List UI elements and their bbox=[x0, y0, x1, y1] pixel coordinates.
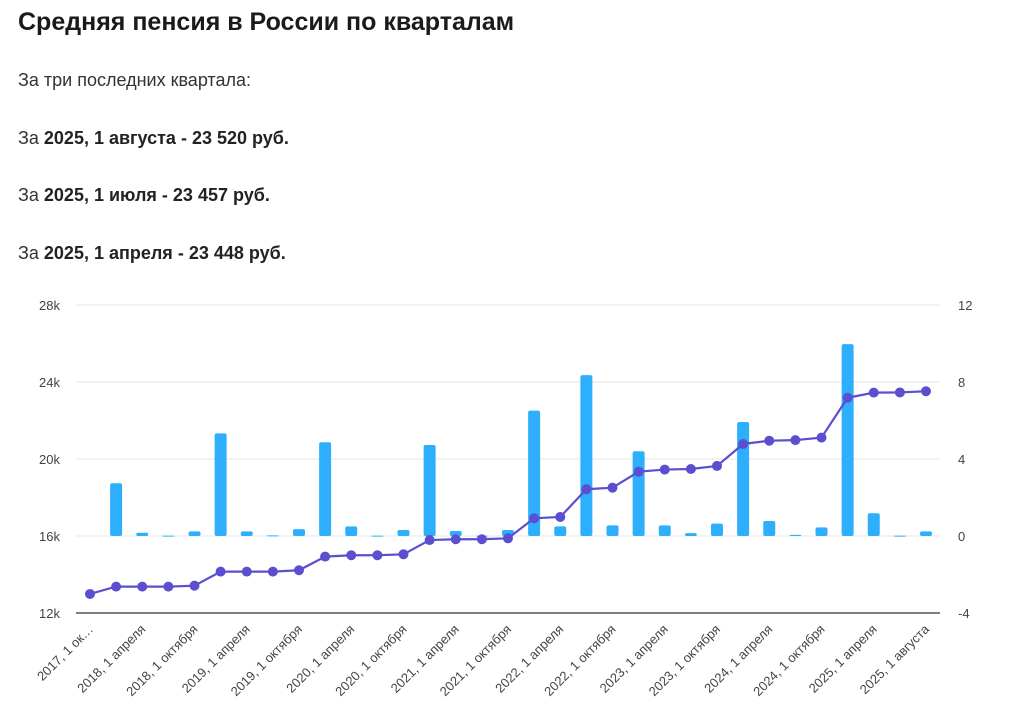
line-point bbox=[450, 534, 461, 545]
row-amount: 23 448 руб. bbox=[188, 243, 286, 263]
line-point bbox=[712, 460, 722, 471]
line-point bbox=[424, 535, 435, 546]
line-point bbox=[346, 550, 357, 561]
row-amount: 23 457 руб. bbox=[172, 185, 270, 205]
line-point bbox=[738, 438, 749, 449]
row-sep: - bbox=[180, 128, 187, 148]
bar bbox=[136, 532, 149, 536]
line-point bbox=[555, 511, 566, 522]
row-sep: - bbox=[161, 185, 168, 205]
bar bbox=[528, 410, 541, 536]
bar bbox=[580, 375, 593, 536]
bar bbox=[188, 531, 201, 536]
bar bbox=[920, 531, 932, 536]
bar bbox=[371, 535, 384, 537]
summary-row: За 2025, 1 августа - 23 520 руб. bbox=[18, 128, 289, 149]
line-point bbox=[111, 581, 122, 592]
bar bbox=[867, 513, 880, 536]
line-point bbox=[267, 566, 278, 577]
line-point bbox=[215, 566, 226, 577]
line-point bbox=[320, 551, 331, 562]
bar bbox=[893, 535, 906, 537]
row-prefix: За bbox=[18, 243, 39, 263]
bar bbox=[737, 422, 750, 536]
line-point bbox=[503, 533, 513, 544]
line-point bbox=[764, 435, 775, 446]
bar bbox=[606, 525, 619, 536]
bar bbox=[841, 344, 854, 536]
row-sep: - bbox=[177, 243, 184, 263]
bar bbox=[449, 530, 462, 536]
row-amount: 23 520 руб. bbox=[191, 128, 289, 148]
bar bbox=[684, 533, 697, 536]
bar bbox=[110, 483, 123, 536]
bar bbox=[554, 526, 567, 536]
bar bbox=[658, 525, 671, 536]
line-point bbox=[894, 387, 905, 398]
bar bbox=[632, 451, 645, 536]
line-point bbox=[137, 581, 148, 592]
bar bbox=[240, 531, 253, 536]
row-period: 2025, 1 июля bbox=[43, 185, 157, 205]
line-point bbox=[659, 464, 670, 475]
line-point bbox=[581, 484, 592, 495]
left-axis-tick-label: 12k bbox=[39, 606, 60, 621]
bar bbox=[214, 433, 227, 536]
right-axis-tick-label: 4 bbox=[958, 452, 965, 467]
line-point bbox=[398, 549, 409, 560]
row-period: 2025, 1 августа bbox=[43, 128, 176, 148]
line-point bbox=[189, 580, 200, 591]
bar bbox=[815, 527, 828, 536]
summary-row: За 2025, 1 июля - 23 457 руб. bbox=[18, 185, 270, 206]
left-axis-tick-label: 16k bbox=[39, 529, 60, 544]
line-point bbox=[241, 566, 252, 577]
line-point bbox=[685, 464, 696, 475]
right-axis-tick-label: -4 bbox=[958, 606, 970, 621]
row-prefix: За bbox=[18, 185, 39, 205]
bar bbox=[345, 526, 358, 536]
line-point bbox=[529, 513, 540, 524]
line-point bbox=[633, 466, 644, 477]
left-axis-tick-label: 24k bbox=[39, 375, 60, 390]
line-point bbox=[607, 482, 618, 493]
line-point bbox=[372, 550, 383, 561]
line-point bbox=[868, 387, 879, 398]
left-axis-tick-label: 28k bbox=[39, 298, 60, 313]
line-point bbox=[816, 432, 827, 443]
summary-row: За 2025, 1 апреля - 23 448 руб. bbox=[18, 243, 286, 264]
bar bbox=[397, 530, 410, 536]
line-point bbox=[85, 588, 95, 599]
bar bbox=[293, 529, 305, 536]
left-axis-tick-label: 20k bbox=[39, 452, 60, 467]
row-prefix: За bbox=[18, 128, 39, 148]
page-title: Средняя пенсия в России по кварталам bbox=[18, 8, 515, 36]
right-axis-tick-label: 8 bbox=[958, 375, 965, 390]
right-axis-tick-label: 0 bbox=[958, 529, 965, 544]
line-point bbox=[163, 581, 174, 592]
line-point bbox=[842, 392, 853, 403]
bar bbox=[763, 520, 776, 536]
bar bbox=[789, 534, 802, 536]
bar bbox=[711, 523, 723, 536]
line-point bbox=[476, 534, 487, 545]
line-point bbox=[921, 386, 931, 397]
bar bbox=[266, 535, 279, 537]
bar bbox=[423, 444, 436, 536]
right-axis-tick-label: 12 bbox=[958, 298, 972, 313]
row-period: 2025, 1 апреля bbox=[43, 243, 173, 263]
line-point bbox=[790, 435, 801, 446]
bar bbox=[162, 535, 175, 537]
line-point bbox=[294, 565, 304, 576]
intro-text: За три последних квартала: bbox=[18, 70, 251, 90]
bar bbox=[319, 442, 332, 536]
